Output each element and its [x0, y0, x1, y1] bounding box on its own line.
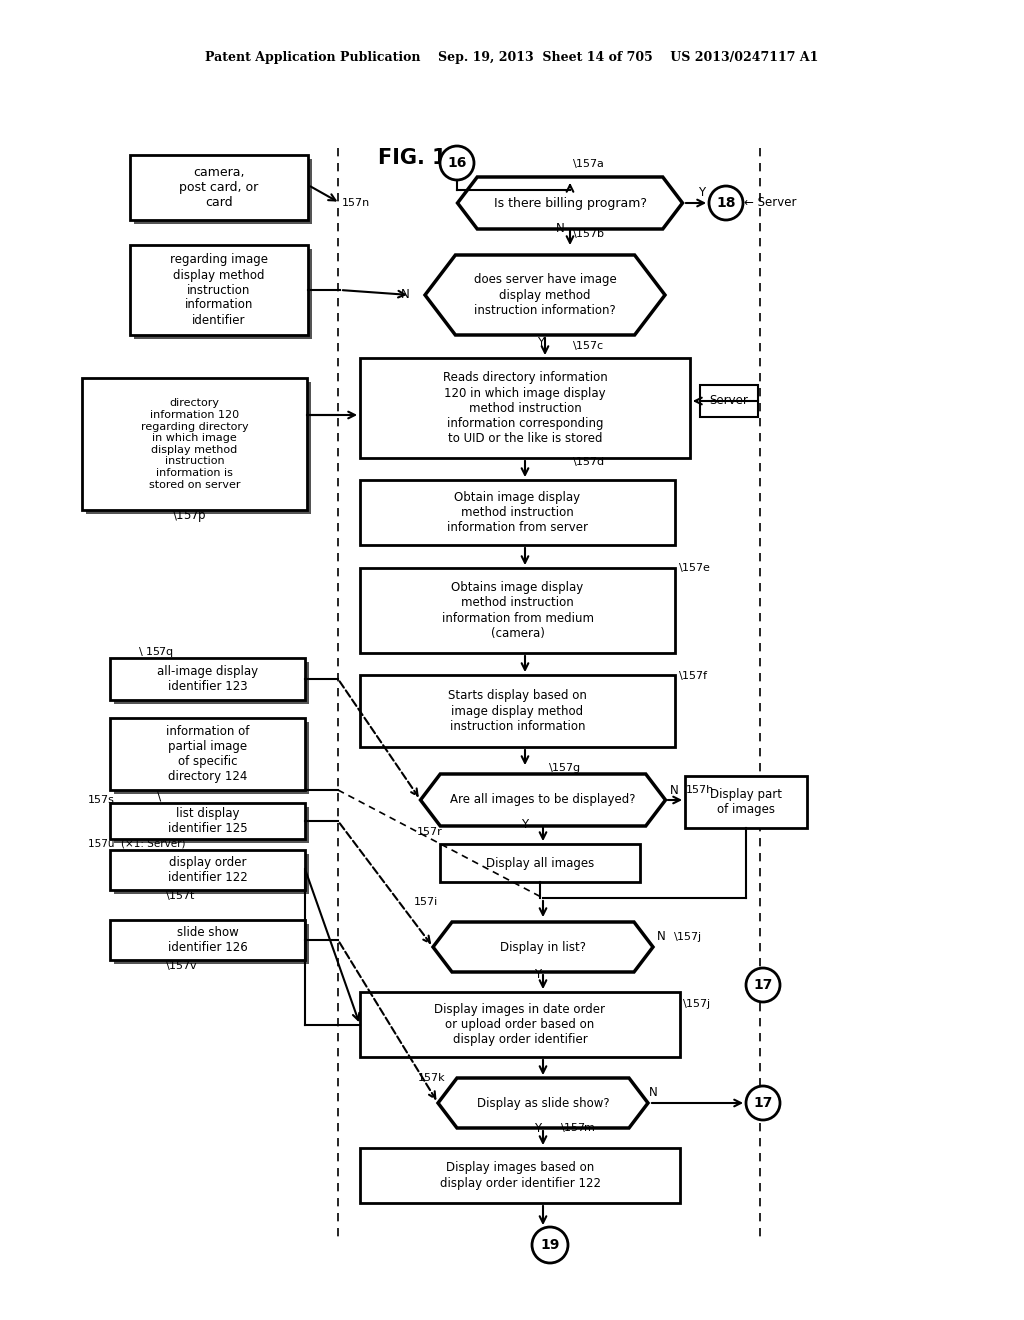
Text: 17: 17	[754, 978, 773, 993]
Bar	[110, 718, 305, 789]
Bar	[360, 480, 675, 545]
Text: $\backslash$157g: $\backslash$157g	[548, 762, 581, 775]
Text: Y: Y	[534, 968, 541, 981]
Bar	[134, 158, 312, 224]
Text: 18: 18	[716, 195, 736, 210]
Text: information of
partial image
of specific
directory 124: information of partial image of specific…	[166, 725, 249, 783]
Text: $\backslash$157p: $\backslash$157p	[172, 508, 207, 524]
Text: Obtains image display
method instruction
information from medium
(camera): Obtains image display method instruction…	[441, 582, 594, 639]
Text: Patent Application Publication    Sep. 19, 2013  Sheet 14 of 705    US 2013/0247: Patent Application Publication Sep. 19, …	[206, 51, 818, 65]
Text: $\backslash$157t: $\backslash$157t	[165, 890, 196, 903]
Text: Are all images to be displayed?: Are all images to be displayed?	[451, 793, 636, 807]
Text: Starts display based on
image display method
instruction information: Starts display based on image display me…	[449, 689, 587, 733]
Circle shape	[532, 1228, 568, 1263]
Text: directory
information 120
regarding directory
in which image
display method
inst: directory information 120 regarding dire…	[140, 399, 248, 490]
Polygon shape	[458, 177, 683, 228]
Text: $\backslash$157j: $\backslash$157j	[682, 997, 711, 1011]
Bar	[130, 154, 308, 220]
Text: 157u  (×1: Server): 157u (×1: Server)	[88, 838, 185, 847]
Text: N: N	[401, 289, 410, 301]
Text: Obtain image display
method instruction
information from server: Obtain image display method instruction …	[447, 491, 588, 535]
Bar	[110, 920, 305, 960]
Text: 157h: 157h	[686, 785, 715, 795]
Polygon shape	[433, 921, 653, 972]
Text: slide show
identifier 126: slide show identifier 126	[168, 927, 248, 954]
Polygon shape	[438, 1078, 648, 1129]
Text: $\backslash$157d: $\backslash$157d	[572, 455, 604, 469]
Text: $\backslash$157b: $\backslash$157b	[572, 227, 604, 240]
Bar	[360, 358, 690, 458]
Text: ← Server: ← Server	[744, 197, 797, 210]
Text: Is there billing program?: Is there billing program?	[494, 197, 646, 210]
Bar	[114, 807, 309, 843]
Bar	[360, 568, 675, 653]
Bar	[130, 246, 308, 335]
Text: $\backslash$ 157q: $\backslash$ 157q	[138, 645, 174, 659]
Text: Display in list?: Display in list?	[500, 940, 586, 953]
Bar	[360, 1148, 680, 1203]
Text: Display as slide show?: Display as slide show?	[477, 1097, 609, 1110]
Bar	[360, 675, 675, 747]
Text: does server have image
display method
instruction information?: does server have image display method in…	[474, 273, 616, 317]
Text: $\backslash$: $\backslash$	[156, 789, 162, 803]
Text: Reads directory information
120 in which image display
method instruction
inform: Reads directory information 120 in which…	[442, 371, 607, 445]
Text: 19: 19	[541, 1238, 560, 1251]
Text: $\backslash$157v: $\backslash$157v	[165, 960, 198, 973]
Text: $\backslash$157m: $\backslash$157m	[560, 1122, 595, 1134]
Text: N: N	[556, 222, 565, 235]
Polygon shape	[421, 774, 666, 826]
Circle shape	[746, 1086, 780, 1119]
Text: all-image display
identifier 123: all-image display identifier 123	[157, 665, 258, 693]
Polygon shape	[425, 255, 665, 335]
Text: 157r: 157r	[417, 828, 442, 837]
Text: Display all images: Display all images	[485, 857, 594, 870]
Bar	[114, 722, 309, 795]
Text: N: N	[670, 784, 679, 796]
Text: FIG. 14: FIG. 14	[378, 148, 461, 168]
Text: $\backslash$157a: $\backslash$157a	[572, 157, 604, 169]
Circle shape	[709, 186, 743, 220]
Bar	[114, 854, 309, 894]
Text: $\backslash$157e: $\backslash$157e	[678, 561, 711, 574]
Bar	[134, 249, 312, 339]
Circle shape	[440, 147, 474, 180]
Bar	[110, 803, 305, 840]
Bar	[110, 657, 305, 700]
Text: Y: Y	[534, 1122, 541, 1134]
Text: 157i: 157i	[414, 898, 438, 907]
Text: Y: Y	[537, 335, 544, 348]
Circle shape	[746, 968, 780, 1002]
Text: 157s: 157s	[88, 795, 115, 805]
Text: regarding image
display method
instruction
information
identifier: regarding image display method instructi…	[170, 253, 268, 326]
Text: Display images in date order
or upload order based on
display order identifier: Display images in date order or upload o…	[434, 1003, 605, 1045]
Text: list display
identifier 125: list display identifier 125	[168, 807, 248, 836]
Bar	[82, 378, 307, 510]
Bar	[86, 381, 311, 513]
Bar	[440, 843, 640, 882]
Text: camera,
post card, or
card: camera, post card, or card	[179, 166, 259, 209]
Text: Server: Server	[710, 395, 749, 408]
Bar	[114, 663, 309, 704]
Text: $\backslash$157f: $\backslash$157f	[678, 668, 709, 681]
Text: 157k: 157k	[418, 1073, 445, 1082]
Text: $\backslash$157j: $\backslash$157j	[673, 931, 701, 944]
Text: N: N	[649, 1086, 657, 1100]
Text: Y: Y	[698, 186, 706, 198]
Text: $\backslash$157c: $\backslash$157c	[572, 339, 604, 352]
Text: display order
identifier 122: display order identifier 122	[168, 855, 248, 884]
Text: 16: 16	[447, 156, 467, 170]
Text: Display part
of images: Display part of images	[710, 788, 782, 816]
Text: 157n: 157n	[342, 198, 371, 209]
Bar	[685, 776, 807, 828]
Text: Display images based on
display order identifier 122: Display images based on display order id…	[439, 1162, 600, 1189]
Bar	[700, 385, 758, 417]
Bar	[114, 924, 309, 964]
Text: N: N	[657, 931, 666, 944]
Bar	[110, 850, 305, 890]
Text: Y: Y	[521, 817, 528, 830]
Bar	[360, 993, 680, 1057]
Text: 17: 17	[754, 1096, 773, 1110]
